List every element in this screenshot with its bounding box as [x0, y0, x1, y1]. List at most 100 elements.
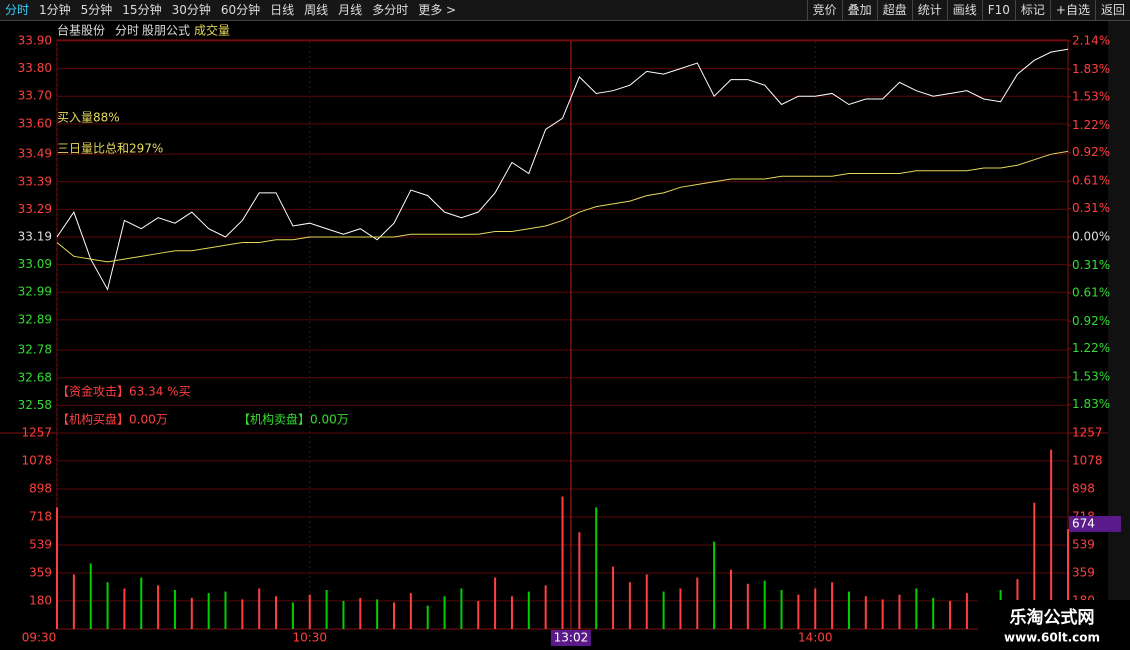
volume-bar: [460, 588, 463, 629]
y2-tick-label: 1.22%: [1072, 341, 1110, 355]
y2-tick-label: 1.83%: [1072, 62, 1110, 76]
volume-bar: [746, 583, 749, 629]
volume-bar: [814, 588, 817, 629]
toolbar-button[interactable]: 画线: [946, 0, 982, 20]
volume-bar: [291, 602, 294, 629]
cursor-value: 674: [1072, 516, 1095, 530]
x-tick-label: 14:00: [798, 631, 833, 645]
average-line: [56, 150, 1069, 263]
toolbar-button[interactable]: +自选: [1049, 0, 1095, 20]
toolbar-button[interactable]: 月线: [338, 3, 363, 17]
toolbar-button[interactable]: 标记: [1014, 0, 1050, 20]
volume-bar: [207, 593, 210, 629]
y-tick-label: 33.70: [18, 89, 52, 103]
toolbar-button[interactable]: 统计: [911, 0, 947, 20]
y-tick-label: 898: [29, 481, 52, 495]
y-tick-label: 33.09: [18, 257, 52, 271]
toolbar-button[interactable]: 超盘: [876, 0, 912, 20]
volume-bar: [157, 585, 160, 629]
stock-name: 台基股份: [57, 23, 105, 38]
volume-bar: [847, 591, 850, 629]
y-tick-label: 359: [29, 566, 52, 580]
y2-tick-label: 1.53%: [1072, 89, 1110, 103]
y2-tick-label: 0.92%: [1072, 314, 1110, 328]
y-tick-label: 32.58: [18, 398, 52, 412]
toolbar-button[interactable]: 日线: [270, 3, 295, 17]
toolbar-button[interactable]: 竞价: [806, 0, 842, 20]
volume-bar: [393, 602, 395, 629]
volume-bar: [241, 599, 244, 629]
volume-bar: [443, 596, 446, 629]
y-tick-label: 33.29: [18, 202, 52, 216]
volume-bar: [544, 585, 547, 629]
cursor-box: [550, 630, 591, 646]
volume-bar: [730, 569, 732, 629]
toolbar-button[interactable]: 更多 >: [418, 3, 457, 17]
volume-bar: [106, 582, 109, 629]
watermark-url: www.60lt.com: [1004, 631, 1100, 645]
y2-tick-label: 898: [1072, 481, 1095, 495]
toolbar-button[interactable]: 5分钟: [80, 3, 113, 17]
annotation: 【资金攻击】63.34 %买: [57, 384, 191, 399]
volume-bar: [325, 590, 328, 629]
volume-bar: [628, 582, 631, 629]
y2-tick-label: 0.92%: [1072, 145, 1110, 159]
toolbar-button[interactable]: 周线: [304, 3, 329, 17]
x-tick-label: 13:02: [554, 631, 589, 645]
view-name: 分时: [115, 24, 139, 38]
y-tick-label: 1257: [21, 426, 52, 440]
y2-tick-label: 0.31%: [1072, 258, 1110, 272]
annotation: 【机构卖盘】0.00万: [238, 412, 349, 427]
volume-bar: [1033, 502, 1036, 629]
volume-bar: [595, 507, 598, 629]
volume-bar: [89, 563, 92, 629]
volume-bar: [510, 596, 513, 629]
volume-bar: [932, 597, 935, 629]
y-tick-label: 33.80: [18, 61, 52, 75]
toolbar-button[interactable]: 30分钟: [171, 3, 211, 17]
y2-tick-label: 539: [1072, 537, 1095, 551]
y-tick-label: 718: [29, 510, 52, 524]
volume-bar: [342, 600, 345, 629]
y2-tick-label: 2.14%: [1072, 34, 1110, 48]
y2-tick-label: 1.83%: [1072, 397, 1110, 411]
y-tick-label: 180: [29, 593, 52, 607]
volume-bar: [426, 605, 429, 629]
volume-bar: [797, 594, 800, 629]
toolbar-button[interactable]: 分时: [5, 3, 30, 17]
toolbar-button[interactable]: 60分钟: [220, 3, 261, 17]
volume-bar: [275, 596, 278, 629]
volume-bar: [258, 588, 261, 629]
annotation: 【机构买盘】0.00万: [57, 412, 168, 427]
volume-bar: [965, 593, 968, 629]
y-tick-label: 1078: [21, 453, 52, 467]
volume-bar: [123, 588, 126, 629]
toolbar-button[interactable]: 返回: [1094, 0, 1130, 20]
volume-bar: [1067, 529, 1069, 629]
volume-bar: [308, 594, 311, 629]
annotation: 买入量88%: [57, 111, 120, 125]
y2-tick-label: 1.22%: [1072, 118, 1110, 132]
toolbar-button[interactable]: 叠加: [841, 0, 877, 20]
formula-name: 股朋公式: [142, 24, 190, 38]
volume-bar: [898, 594, 901, 629]
y-tick-label: 33.90: [18, 34, 52, 48]
toolbar: 分时 1分钟 5分钟 15分钟 30分钟 60分钟 日线 周线 月线 多分时 更多 > 竞价 叠加 超盘统…: [0, 0, 1130, 21]
y2-tick-label: 0.31%: [1072, 201, 1110, 215]
toolbar-button[interactable]: 多分时: [372, 3, 409, 17]
volume-bar: [1050, 449, 1053, 629]
volume-bar: [56, 507, 58, 629]
y-tick-label: 32.99: [18, 285, 52, 299]
toolbar-button[interactable]: 15分钟: [122, 3, 162, 17]
volume-bar: [477, 600, 480, 629]
volume-bar: [224, 591, 227, 629]
y2-tick-label: 1078: [1072, 453, 1103, 467]
toolbar-button[interactable]: F10: [981, 0, 1015, 20]
toolbar-button[interactable]: 1分钟: [39, 3, 71, 17]
y2-tick-label: 0.61%: [1072, 285, 1110, 299]
side-strip: [1108, 21, 1130, 601]
volume-bar: [561, 496, 564, 629]
volume-bar: [359, 597, 362, 629]
